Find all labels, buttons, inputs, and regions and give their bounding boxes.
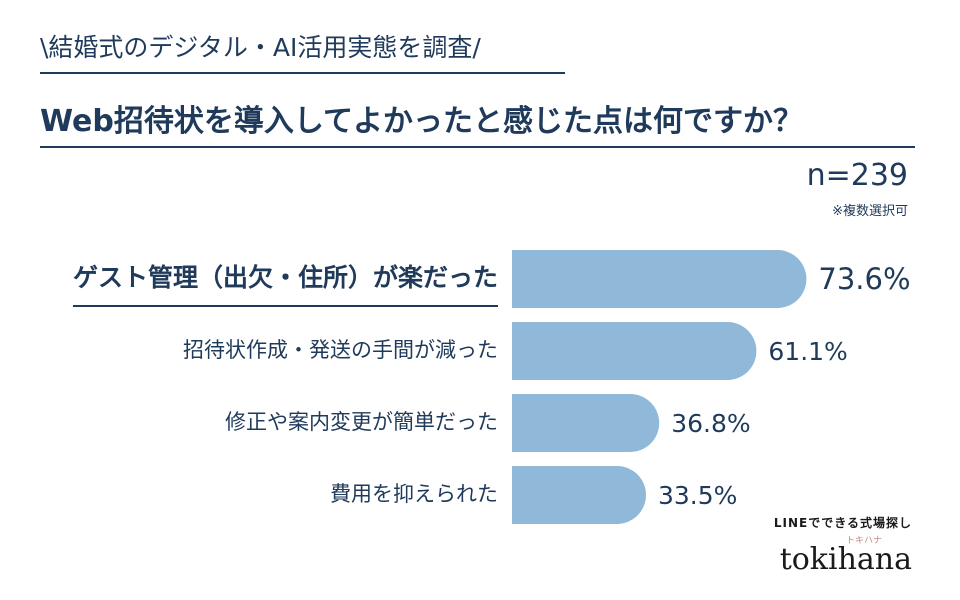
subtitle-underline (40, 72, 565, 74)
bar-3 (512, 466, 646, 524)
brand-tagline: LINEでできる式場探し (773, 516, 912, 530)
sample-size-label: n=239 (806, 158, 908, 193)
category-label-2: 修正や案内変更が簡単だった (225, 410, 498, 434)
value-label-2: 36.8% (671, 409, 750, 438)
bar-1 (512, 322, 757, 380)
category-label-0: ゲスト管理（出欠・住所）が楽だった (73, 263, 498, 292)
bar-2 (512, 394, 660, 452)
chart-subtitle: \結婚式のデジタル・AI活用実態を調査/ (40, 33, 481, 62)
bar-0 (512, 250, 807, 308)
value-label-3: 33.5% (658, 481, 737, 510)
brand-ruby: トキハナ (845, 536, 882, 546)
title-underline (40, 146, 915, 148)
category-label-1: 招待状作成・発送の手間が減った (183, 338, 498, 362)
brand-block: LINEでできる式場探し トキハナ tokihana (774, 514, 912, 577)
chart-title: Web招待状を導入してよかったと感じた点は何ですか？ (40, 104, 803, 139)
brand-logo: tokihana (779, 542, 912, 577)
multiple-choice-note: ※複数選択可 (832, 204, 908, 219)
category-label-3: 費用を抑えられた (330, 482, 498, 506)
value-label-1: 61.1% (768, 337, 847, 366)
value-label-0: 73.6% (818, 262, 910, 296)
